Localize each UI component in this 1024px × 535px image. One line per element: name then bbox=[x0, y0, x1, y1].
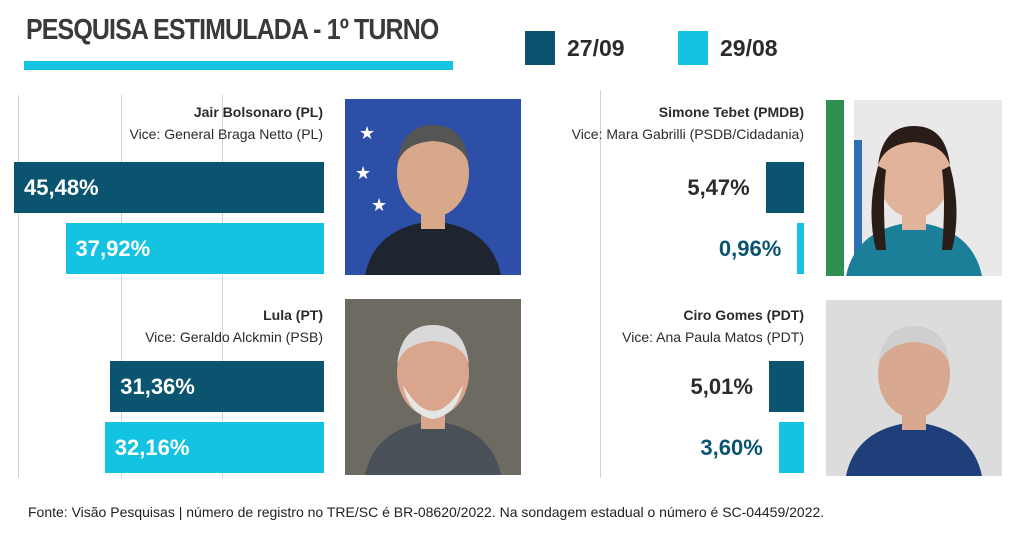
bar-value-label: 31,36% bbox=[120, 374, 195, 399]
candidate-photo-lula bbox=[345, 299, 521, 475]
bar-value-label: 32,16% bbox=[114, 435, 190, 460]
bar-value-label: 3,60% bbox=[700, 435, 763, 460]
chart-title: PESQUISA ESTIMULADA - 1º TURNO bbox=[26, 14, 439, 46]
legend-swatch bbox=[678, 31, 708, 65]
candidate-vice: Vice: General Braga Netto (PL) bbox=[129, 126, 323, 142]
gridline bbox=[18, 95, 19, 478]
svg-text:★: ★ bbox=[355, 163, 371, 183]
legend-label: 29/08 bbox=[720, 34, 778, 61]
bar-29-08 bbox=[797, 223, 804, 274]
bar-27-09 bbox=[14, 162, 324, 213]
legend-swatch bbox=[525, 31, 555, 65]
candidate-photo-tebet bbox=[826, 100, 1002, 276]
bar-value-label: 0,96% bbox=[718, 236, 782, 261]
candidate-name: Lula (PT) bbox=[263, 307, 323, 323]
legend-item-2: 29/08 bbox=[678, 30, 778, 66]
bar-27-09 bbox=[110, 361, 324, 412]
bar-29-08 bbox=[65, 223, 324, 274]
bar-27-09 bbox=[768, 361, 804, 412]
svg-text:★: ★ bbox=[371, 195, 387, 215]
candidate-vice: Vice: Geraldo Alckmin (PSB) bbox=[145, 329, 323, 345]
candidate-photo-bolsonaro: ★ ★ ★ bbox=[345, 99, 521, 275]
gridline bbox=[600, 90, 601, 478]
title-underline bbox=[24, 61, 453, 70]
bar-value-label: 37,92% bbox=[75, 236, 151, 261]
candidate-vice: Vice: Mara Gabrilli (PSDB/Cidadania) bbox=[571, 126, 804, 142]
gridline bbox=[222, 95, 223, 478]
bar-value-label: 5,01% bbox=[690, 374, 753, 399]
bar-29-08 bbox=[104, 422, 324, 473]
candidate-vice: Vice: Ana Paula Matos (PDT) bbox=[622, 329, 804, 345]
bar-value-label: 45,48% bbox=[24, 175, 99, 200]
source-footer: Fonte: Visão Pesquisas | número de regis… bbox=[28, 504, 825, 520]
bar-27-09 bbox=[765, 162, 804, 213]
bar-29-08 bbox=[778, 422, 804, 473]
legend-label: 27/09 bbox=[567, 34, 625, 61]
candidate-name: Simone Tebet (PMDB) bbox=[658, 104, 804, 120]
svg-text:★: ★ bbox=[359, 123, 375, 143]
gridline bbox=[121, 95, 122, 478]
candidate-name: Ciro Gomes (PDT) bbox=[683, 307, 804, 323]
legend-item-1: 27/09 bbox=[525, 30, 625, 66]
bar-value-label: 5,47% bbox=[687, 175, 750, 200]
candidate-photo-ciro bbox=[826, 300, 1002, 476]
candidate-name: Jair Bolsonaro (PL) bbox=[193, 104, 323, 120]
